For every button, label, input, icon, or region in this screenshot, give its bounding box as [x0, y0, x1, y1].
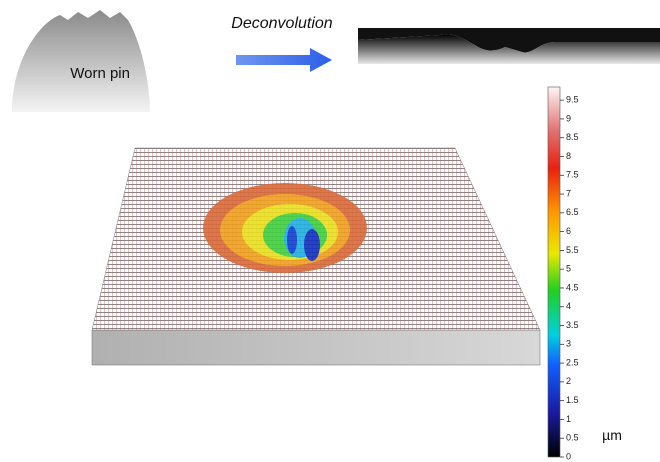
tick-label: 9.5	[566, 95, 579, 105]
tick-label: 6	[566, 226, 571, 236]
tick-label: 5	[566, 264, 571, 274]
tick-label: 8	[566, 151, 571, 161]
tick-label: 0	[566, 451, 571, 461]
tick-label: 7	[566, 188, 571, 198]
tick-label: 6.5	[566, 207, 579, 217]
tick-label: 8.5	[566, 132, 579, 142]
tick-label: 1	[566, 414, 571, 424]
tick-label: 7.5	[566, 170, 579, 180]
wear-scar	[203, 183, 367, 273]
surface-top	[358, 28, 660, 53]
tick-label: 9	[566, 113, 571, 123]
colorbar	[547, 86, 561, 458]
tick-label: 2.5	[566, 357, 579, 367]
tick-label: 5.5	[566, 245, 579, 255]
tick-label: 3	[566, 339, 571, 349]
arrow	[236, 48, 332, 72]
tick-label: 4.5	[566, 282, 579, 292]
tick-label: 0.5	[566, 433, 579, 443]
surface-profile	[358, 34, 660, 64]
tick-label: 4	[566, 301, 571, 311]
worn-pin	[12, 10, 150, 112]
pin-label: Worn pin	[70, 65, 130, 82]
tick-label: 3.5	[566, 320, 579, 330]
colorbar-unit: µm	[602, 427, 622, 443]
block-front	[91, 329, 541, 366]
tick-label: 2	[566, 376, 571, 386]
arrow-label: Deconvolution	[231, 15, 333, 32]
colorbar-ticks: 0 0.5 1 1.5 2 2.5 3 3.5 4 4.5 5 5.5 6 6.5 7 7.5 8 8.5 9 9.5	[560, 95, 579, 461]
tick-label: 1.5	[566, 395, 579, 405]
